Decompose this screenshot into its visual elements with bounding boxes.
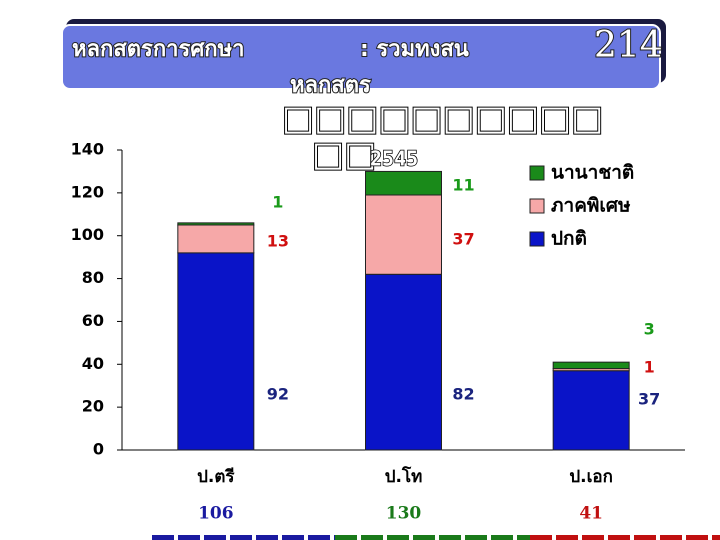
legend-swatch <box>529 231 545 247</box>
bar-segment <box>365 194 442 275</box>
legend-swatch <box>529 165 545 181</box>
y-tick-label: 0 <box>93 440 104 459</box>
y-tick-label: 20 <box>82 397 104 416</box>
data-label: 82 <box>452 385 474 404</box>
total-label: 106 <box>198 504 234 524</box>
bar-segment <box>365 273 442 451</box>
y-tick-label: 80 <box>82 268 104 287</box>
y-tick-label: 100 <box>71 225 104 244</box>
y-tick-label: 120 <box>71 182 104 201</box>
x-tick-label: ป.ตรี <box>197 466 235 487</box>
bar-segment <box>552 370 630 451</box>
legend-label: ปกติ <box>551 228 587 250</box>
data-label: 37 <box>638 390 660 409</box>
x-tick-label: ป.เอก <box>569 467 613 487</box>
title-count: 214 <box>594 25 663 66</box>
total-label: 130 <box>386 504 422 524</box>
data-label: 1 <box>644 358 655 377</box>
legend-swatch <box>529 198 545 214</box>
y-tick-label: 40 <box>82 354 104 373</box>
bar-segment <box>177 224 255 254</box>
title-mid: : รวมทงสน <box>360 37 469 62</box>
title: หลกสตรการศกษา <box>72 37 244 62</box>
data-label: 11 <box>452 176 474 195</box>
title-box <box>61 24 661 90</box>
bar-segment <box>177 252 255 451</box>
legend-label: ภาคพิเศษ <box>551 195 631 217</box>
bar-segment <box>552 361 630 370</box>
y-tick-label: 140 <box>71 140 104 159</box>
bar-segment <box>365 170 442 196</box>
x-tick-label: ป.โท <box>385 466 423 487</box>
data-label: 92 <box>267 385 289 404</box>
y-tick-label: 60 <box>82 311 104 330</box>
title-line2: หลกสตร <box>290 73 371 98</box>
subtitle-prefix: □□ <box>312 135 376 175</box>
subtitle: □□□□□□□□□□ <box>282 99 603 139</box>
bar-segment <box>177 222 255 226</box>
data-label: 1 <box>272 193 283 212</box>
total-label: 41 <box>579 504 603 524</box>
data-label: 13 <box>267 232 289 251</box>
legend-label: นานาชาติ <box>551 162 634 184</box>
data-label: 37 <box>452 230 474 249</box>
data-label: 3 <box>644 320 655 339</box>
subtitle-year: 2545 <box>370 147 418 171</box>
